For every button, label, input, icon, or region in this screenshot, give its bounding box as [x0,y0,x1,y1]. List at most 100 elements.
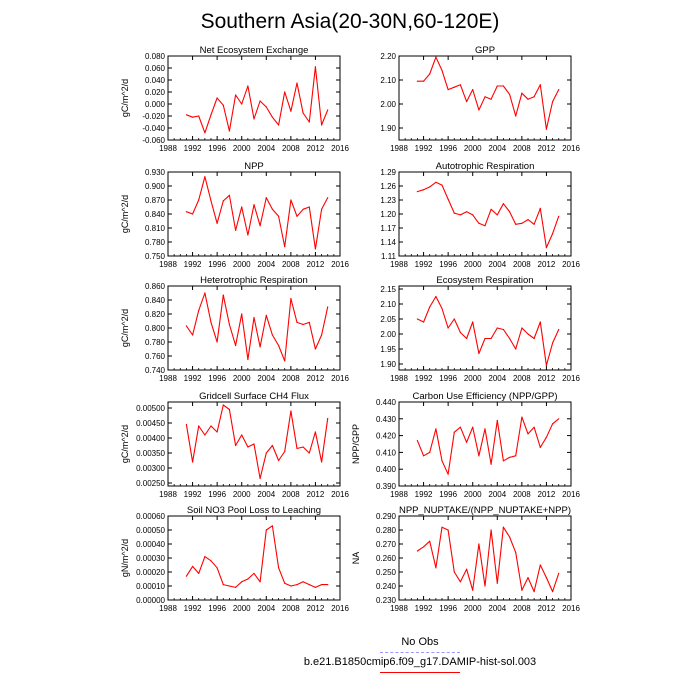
panel-9-data-point [216,567,218,569]
panel-7-data-point [271,444,273,447]
panel-4-data-point [472,214,474,216]
panel-1-data-point [222,104,224,106]
panel-9-data-point [259,581,261,583]
panel-6-series-line [417,295,560,367]
panel-7-xtick-label: 1988 [159,490,177,499]
panel-5-ytick-label: 0.800 [145,324,166,333]
panel-9-xtick-label: 2004 [257,604,275,613]
panel-9-data-point [204,556,206,558]
panel-1-ytick-label: 0.020 [145,88,166,97]
panel-9-data-point [290,585,292,587]
panel-7-data-point [216,431,218,433]
panel-5-data-point [198,309,200,312]
panel-9-data-point [321,584,323,586]
panel-9-xtick-label: 2012 [307,604,325,613]
panel-4-ytick-label: 1.14 [380,238,396,247]
panel-8-data-point [423,455,425,457]
panel-6-data-point [521,327,523,329]
panel-3-ytick-label: 0.840 [145,210,166,219]
panel-10-ytick-label: 0.240 [376,582,397,591]
panel-6-ytick-label: 1.90 [380,360,396,369]
panel-2-data-point [453,86,455,88]
panel-5-data-point [210,321,212,323]
panel-10-data-point [496,582,498,584]
panel-3-data-point [247,234,249,236]
panel-8-data-point [509,456,511,458]
panel-1-data-point [228,130,230,132]
panel-5-data-point [204,292,206,294]
panel-2-data-point [527,98,529,100]
panel-9-ytick-label: 0.00050 [136,526,165,535]
panel-10-ytick-label: 0.270 [376,540,397,549]
panel-5-data-point [321,334,323,336]
panel-5-data-point [228,323,230,326]
panel-5-data-point [235,344,237,347]
panel-1-data-point [198,115,200,117]
panel-8-data-point [453,431,455,433]
panel-1-ytick-label: 0.080 [145,52,166,61]
panel-7-data-point [222,404,224,406]
panel-6-ytick-label: 1.95 [380,345,396,354]
panel-3-ytick-label: 0.930 [145,168,166,177]
panel-3-data-point [216,222,218,224]
panel-5-title: Heterotrophic Respiration [200,275,308,286]
panel-6-data-point [515,348,517,350]
panel-6-ytick-label: 2.00 [380,330,396,339]
panel-8-data-point [472,426,474,428]
panel-9-data-point [192,565,194,568]
panel-5-ytick-label: 0.840 [145,296,166,305]
panel-8-data-point [484,428,486,430]
panel-2-data-point [545,128,548,130]
panel-2-xtick-label: 2016 [562,144,580,153]
panel-6-data-point [447,327,449,329]
panel-2-xtick-label: 1996 [439,144,457,153]
panel-9-data-point [228,585,230,587]
panel-7-data-point [290,410,292,412]
panel-10-frame [398,515,572,601]
panel-9-ytick-label: 0.00000 [136,596,165,605]
panel-10-data-point [515,551,517,554]
panel-6-data-point [459,331,461,334]
panel-3-xtick-label: 2008 [282,260,300,269]
panel-10-ytick-label: 0.250 [376,568,397,577]
panel-4-data-point [453,212,455,214]
panel-9-data-point [222,584,224,586]
panel-8-xtick-label: 2008 [513,490,531,499]
panel-1-ylabel: gC/m^2/d [120,79,130,117]
panel-4-data-point [509,211,511,213]
panel-4-ytick-label: 1.17 [380,224,396,233]
panel-5-xtick-label: 1992 [184,374,202,383]
panel-3-data-point [259,225,261,227]
panel-3-data-point [296,215,298,217]
panel-7-series-line [185,404,329,480]
panel-4-data-point [429,186,431,188]
panel-2-data-point [429,73,431,75]
panel-5-ylabel: gC/m^2/d [120,309,130,347]
panel-10-data-point [502,526,504,528]
panel-3-data-point [210,200,212,202]
panel-7-data-point [296,447,298,450]
panel-6-ytick-label: 2.05 [380,315,396,324]
panel-10-ytick-label: 0.280 [376,526,397,535]
panel-2-ytick-label: 2.10 [380,76,396,85]
panel-8-data-point [441,460,443,462]
panel-6-data-point [484,337,486,340]
panel-3-ytick-label: 0.750 [145,252,166,261]
panel-1-data-point [278,124,280,126]
panel-10-series-line [417,526,560,593]
panel-8-data-point [558,418,560,420]
panel-6-data-point [472,321,474,323]
panel-5-data-point [185,325,187,327]
panel-1-xtick-label: 2000 [233,144,251,153]
panel-6-xtick-label: 1996 [439,374,457,383]
panel-5-ytick-label: 0.820 [145,310,166,319]
panel-8-data-point [539,446,541,448]
panel-5-data-point [278,344,280,347]
panel-7-data-point [228,408,230,411]
panel-4-xtick-label: 1996 [439,260,457,269]
panel-6-ytick-label: 2.15 [380,285,396,294]
panel-8-frame [398,401,572,487]
panel-5-data-point [290,298,292,300]
panel-5-xtick-label: 2012 [307,374,325,383]
panel-10-xtick-label: 2008 [513,604,531,613]
